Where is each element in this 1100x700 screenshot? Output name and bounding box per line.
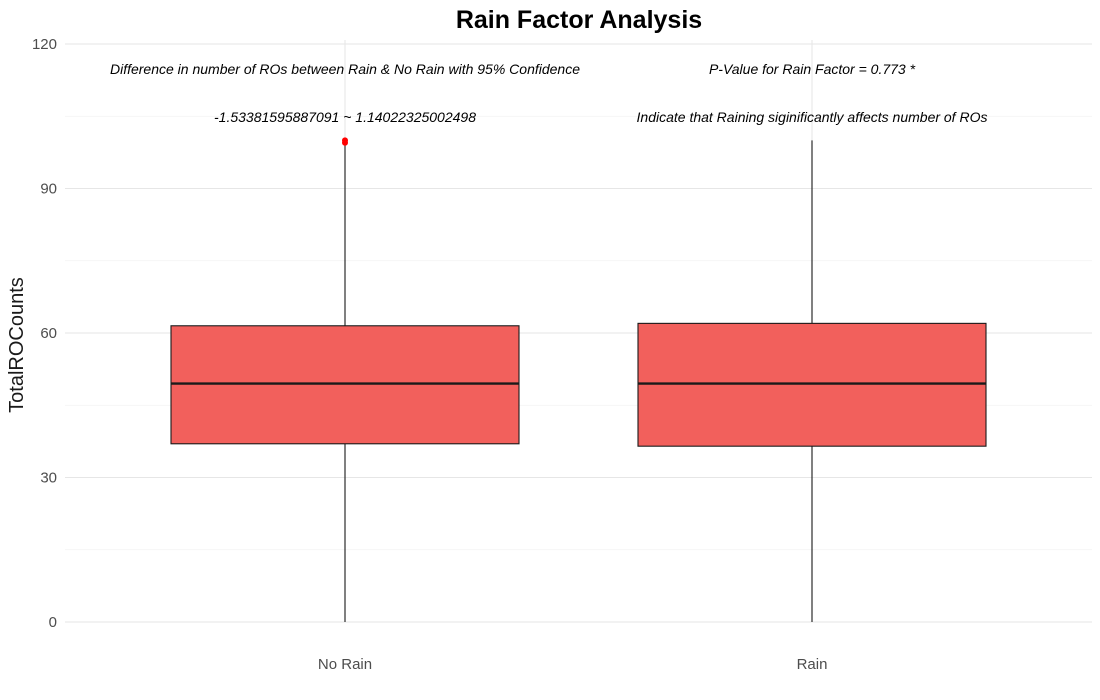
y-tick-label: 30 [40,470,57,487]
box-plots [170,137,987,622]
axis-ticks: 0 30 60 90 120 No Rain Rain [32,36,827,673]
box-no-rain [170,137,520,622]
chart-title: Rain Factor Analysis [456,6,702,34]
annotation-p-value: P-Value for Rain Factor = 0.773 * [709,61,916,77]
box-rain [637,140,987,622]
annotation-ci-range: -1.53381595887091 ~ 1.14022325002498 [214,109,476,125]
x-tick-label: No Rain [318,656,372,673]
y-axis-title: TotalROCounts [6,277,28,413]
annotation-ci-description: Difference in number of ROs between Rain… [110,61,580,77]
y-tick-label: 120 [32,36,57,53]
outlier-point [342,137,348,144]
y-tick-label: 0 [49,614,57,631]
iqr-box [637,322,987,447]
y-tick-label: 90 [40,181,57,198]
y-tick-label: 60 [40,325,57,342]
annotation-conclusion: Indicate that Raining siginificantly aff… [637,109,988,125]
x-tick-label: Rain [797,656,828,673]
iqr-box [170,325,520,445]
